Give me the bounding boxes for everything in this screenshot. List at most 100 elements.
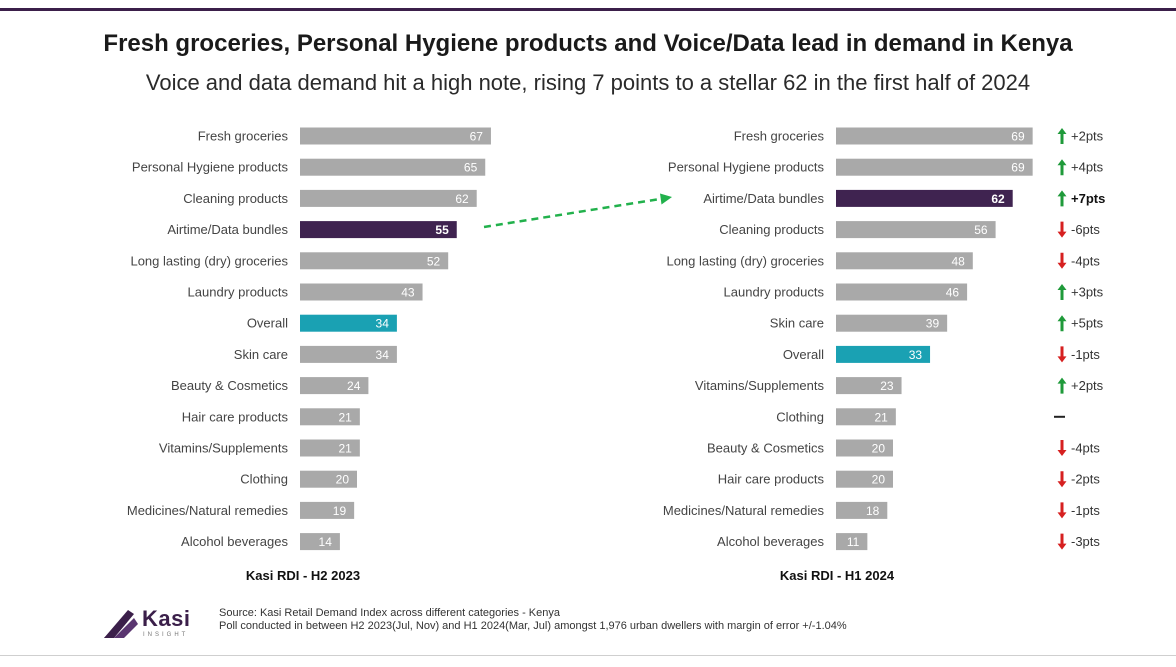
change-label: +5pts (1071, 316, 1104, 331)
bar (300, 533, 340, 551)
logo-name: Kasi (142, 606, 191, 631)
data-label: 56 (974, 223, 988, 237)
change-label: -1pts (1071, 347, 1100, 362)
down-arrow-icon (1057, 440, 1067, 456)
chart-subtitle: Voice and data demand hit a high note, r… (145, 70, 1031, 95)
data-label: 65 (464, 161, 478, 175)
down-arrow-icon (1057, 502, 1067, 519)
bar (836, 470, 893, 488)
data-label: 34 (376, 317, 390, 331)
kasi-logo-icon (104, 610, 138, 638)
bar (836, 314, 948, 332)
category-label: Cleaning products (719, 222, 824, 237)
category-label: Vitamins/Supplements (159, 441, 289, 456)
bar (836, 439, 893, 457)
data-label: 24 (347, 379, 361, 393)
data-label: 21 (874, 410, 888, 424)
data-label: 23 (880, 379, 894, 393)
up-arrow-icon (1057, 284, 1067, 300)
bar (836, 189, 1013, 207)
down-arrow-icon (1057, 533, 1067, 550)
chart-title: Fresh groceries, Personal Hygiene produc… (103, 30, 1073, 57)
data-label: 34 (376, 348, 390, 362)
bar (300, 377, 369, 395)
data-label: 69 (1011, 161, 1025, 175)
change-label: +7pts (1071, 191, 1105, 206)
bar (300, 221, 457, 239)
down-arrow-icon (1057, 221, 1067, 238)
category-label: Overall (247, 316, 288, 331)
bar (836, 127, 1033, 145)
change-label: +2pts (1071, 129, 1104, 144)
bar (836, 377, 902, 395)
change-label: -4pts (1071, 253, 1100, 268)
panel-title: Kasi RDI - H2 2023 (246, 568, 360, 583)
connector-arrow (483, 197, 661, 229)
bar (300, 127, 491, 145)
change-label: +3pts (1071, 285, 1104, 300)
change-label: -3pts (1071, 534, 1100, 549)
down-arrow-icon (1057, 252, 1067, 269)
bar (300, 470, 357, 488)
category-label: Medicines/Natural remedies (127, 503, 289, 518)
bar (300, 501, 355, 519)
category-label: Alcohol beverages (717, 534, 824, 549)
category-label: Personal Hygiene products (668, 160, 825, 175)
down-arrow-icon (1057, 471, 1067, 488)
data-label: 21 (338, 442, 352, 456)
bar (300, 189, 477, 207)
category-label: Skin care (770, 316, 824, 331)
down-arrow-icon (1057, 346, 1067, 363)
data-label: 33 (909, 348, 923, 362)
bar (300, 314, 397, 332)
category-label: Beauty & Cosmetics (707, 441, 825, 456)
data-label: 48 (951, 254, 965, 268)
category-label: Clothing (240, 472, 288, 487)
bar (836, 533, 868, 551)
change-label: -1pts (1071, 503, 1100, 518)
bar-charts: Fresh groceries 67 Personal Hygiene produc… (127, 127, 1105, 583)
data-label: 20 (336, 473, 350, 487)
source-line-2: Poll conducted in between H2 2023(Jul, N… (219, 620, 847, 632)
change-label: -6pts (1071, 222, 1100, 237)
bar (836, 408, 896, 426)
data-label: 46 (946, 286, 960, 300)
category-label: Medicines/Natural remedies (663, 503, 825, 518)
bar (300, 439, 360, 457)
change-label: -4pts (1071, 441, 1100, 456)
category-label: Fresh groceries (734, 129, 825, 144)
data-label: 18 (866, 504, 880, 518)
category-label: Overall (783, 347, 824, 362)
data-label: 39 (926, 317, 940, 331)
data-label: 43 (401, 286, 415, 300)
data-label: 11 (847, 535, 860, 549)
bar (836, 252, 973, 270)
category-label: Hair care products (182, 409, 289, 424)
category-label: Clothing (776, 409, 824, 424)
data-label: 52 (427, 254, 441, 268)
category-label: Long lasting (dry) groceries (130, 253, 288, 268)
up-arrow-icon (1057, 190, 1067, 207)
bar (836, 283, 968, 301)
bottom-rule (0, 655, 1176, 656)
category-label: Personal Hygiene products (132, 160, 289, 175)
data-label: 14 (319, 535, 333, 549)
category-label: Laundry products (188, 285, 289, 300)
bar (836, 501, 888, 519)
category-label: Vitamins/Supplements (695, 378, 825, 393)
source-note: Source: Kasi Retail Demand Index across … (219, 607, 847, 633)
data-label: 69 (1011, 130, 1025, 144)
change-label: -2pts (1071, 472, 1100, 487)
bar (836, 221, 996, 239)
category-label: Fresh groceries (198, 129, 289, 144)
category-label: Cleaning products (183, 191, 288, 206)
change-label: +4pts (1071, 160, 1104, 175)
category-label: Airtime/Data bundles (703, 191, 824, 206)
bar (300, 345, 397, 363)
connector-arrowhead-icon (660, 193, 672, 205)
top-rule (0, 8, 1176, 11)
bar (300, 408, 360, 426)
up-arrow-icon (1057, 377, 1067, 394)
data-label: 67 (470, 130, 484, 144)
data-label: 19 (333, 504, 347, 518)
